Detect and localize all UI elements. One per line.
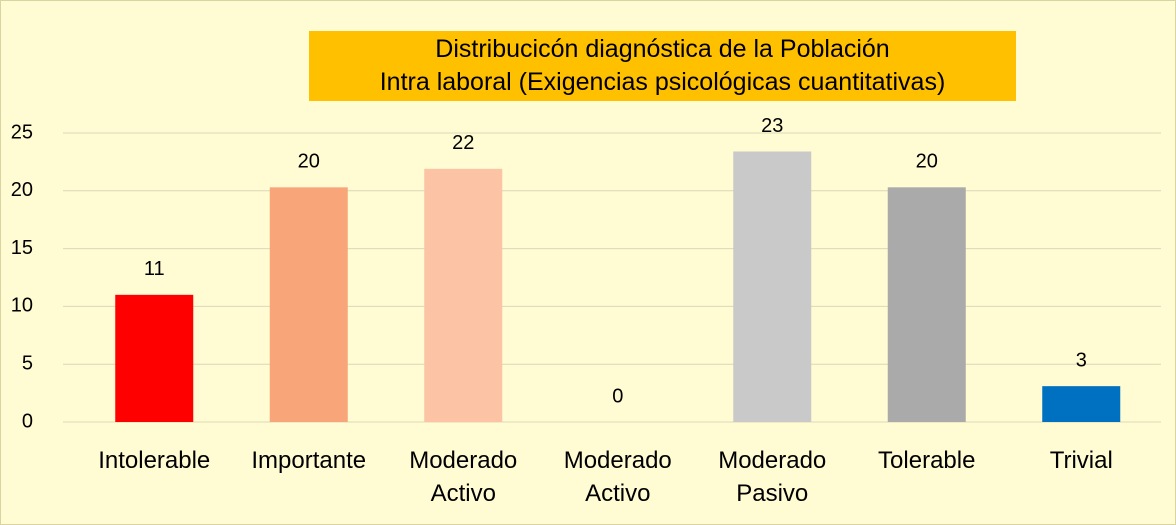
bar bbox=[887, 187, 966, 422]
data-label: 11 bbox=[144, 258, 165, 280]
y-tick-label: 10 bbox=[11, 295, 33, 317]
data-label: 22 bbox=[452, 132, 474, 154]
bar bbox=[1042, 386, 1121, 422]
bar bbox=[733, 151, 812, 422]
y-tick-label: 5 bbox=[22, 352, 33, 374]
x-tick-label: Moderado Activo bbox=[409, 447, 518, 507]
y-tick-label: 15 bbox=[11, 237, 33, 259]
y-tick-label: 20 bbox=[11, 179, 33, 201]
data-label: 23 bbox=[761, 115, 783, 137]
x-tick-label: Trivial bbox=[1049, 447, 1113, 474]
data-label: 3 bbox=[1076, 349, 1087, 371]
y-tick-label: 0 bbox=[22, 410, 33, 432]
bar bbox=[269, 187, 348, 422]
data-label: 20 bbox=[916, 151, 938, 173]
bar bbox=[115, 294, 194, 422]
x-tick-label: Moderado Activo bbox=[563, 447, 672, 507]
x-tick-label: Intolerable bbox=[98, 447, 211, 474]
x-tick-label: Moderado Pasivo bbox=[718, 447, 827, 507]
x-tick-label: Importante bbox=[251, 447, 367, 474]
x-tick-label: Tolerable bbox=[878, 447, 976, 474]
chart-title: Distribucicón diagnóstica de la Població… bbox=[309, 31, 1016, 101]
bar bbox=[424, 168, 503, 422]
data-label: 0 bbox=[612, 385, 623, 407]
y-tick-label: 25 bbox=[11, 121, 33, 143]
data-label: 20 bbox=[298, 151, 320, 173]
